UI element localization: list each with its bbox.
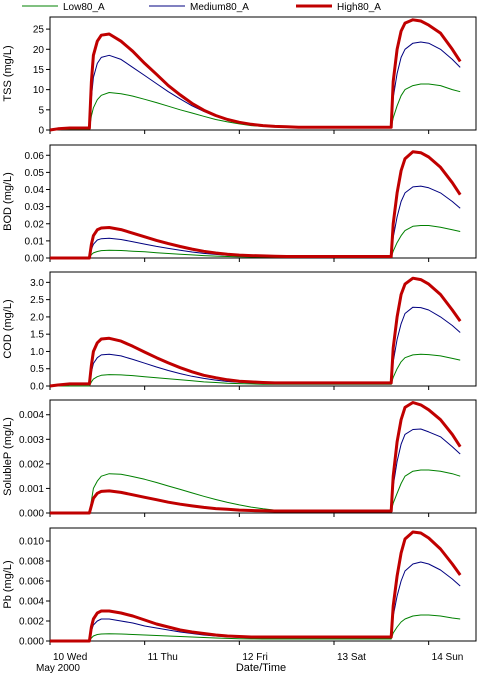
y-axis-label: Pb (mg/L) [2,560,14,608]
y-tick-label: 5 [38,105,44,116]
y-tick-label: 0.004 [19,597,44,608]
y-axis-label: TSS (mg/L) [2,45,14,101]
panel-solublep-mg-l: 0.000 0.001 0.002 0.003 0.004 SolubleP (mg/L) [2,399,477,520]
y-tick-label: 0.01 [25,236,45,247]
y-tick-label: 0 [38,126,44,137]
y-tick-label: 20 [33,45,45,56]
y-tick-label: 0.000 [19,637,44,648]
y-axis-label: SolubleP (mg/L) [2,417,14,496]
x-tick-label: 12 Fri [242,652,268,663]
x-tick-label: 14 Sun [432,652,464,663]
series-line-high80-a [49,18,462,132]
legend-label-medium80-a: Medium80_A [190,2,249,13]
y-tick-label: 0.000 [19,509,44,520]
x-tick-label: 10 Wed [53,652,87,663]
x-axis: Date/Time May 2000 10 Wed 11 Thu 12 Fri 13 … [36,652,463,674]
y-tick-label: 1.5 [30,330,44,341]
plot-frame [49,144,477,259]
x-axis-label: Date/Time [236,662,286,674]
legend: Low80_A Medium80_A High80_A [22,2,381,13]
series-line-high80-a [50,401,462,515]
y-tick-label: 0.06 [25,151,45,162]
y-tick-label: 0.02 [25,219,45,230]
x-tick-label: 11 Thu [148,652,178,663]
series-line-high80-a [50,150,462,260]
y-tick-label: 0.008 [19,557,44,568]
legend-label-high80-a: High80_A [337,2,381,13]
panel-bod-mg-l: 0.00 0.01 0.02 0.03 0.04 0.05 0.06 BOD (mg/L) [2,144,477,265]
y-axis-label: COD (mg/L) [2,299,14,358]
y-tick-label: 3.0 [30,278,44,289]
panel-pb-mg-l: 0.000 0.002 0.004 0.006 0.008 0.010 Pb (mg/L) [2,527,477,648]
series-line-high80-a [50,530,462,643]
y-tick-label: 0.5 [30,364,44,375]
y-tick-label: 2.5 [30,295,44,306]
y-tick-label: 0.04 [25,185,45,196]
y-tick-label: 0.00 [25,254,45,265]
plot-frame [49,527,477,642]
y-tick-label: 0.003 [19,435,44,446]
legend-label-low80-a: Low80_A [63,2,105,13]
plot-frame [49,271,477,387]
panel-tss-mg-l: 0 5 10 15 20 25 TSS (mg/L) [2,16,477,137]
y-tick-label: 15 [33,65,45,76]
y-tick-label: 0.0 [30,382,44,393]
plot-frame [49,399,477,514]
y-tick-label: 0.002 [19,617,44,628]
y-tick-label: 0.004 [19,410,44,421]
y-tick-label: 0.006 [19,577,44,588]
y-tick-label: 2.0 [30,312,44,323]
panel-cod-mg-l: 0.0 0.5 1.0 1.5 2.0 2.5 3.0 COD (mg/L) [2,271,477,393]
y-tick-label: 10 [33,85,45,96]
y-tick-label: 0.05 [25,168,45,179]
y-tick-label: 0.010 [19,537,44,548]
y-tick-label: 0.03 [25,202,45,213]
y-tick-label: 0.001 [19,484,44,495]
series-line-low80-a [50,353,461,387]
plot-frame [49,16,477,131]
series-line-high80-a [49,276,462,388]
y-axis-label: BOD (mg/L) [2,172,14,231]
y-tick-label: 25 [33,25,45,36]
y-tick-label: 0.002 [19,459,44,470]
x-tick-label: 13 Sat [337,652,366,663]
series-line-low80-a [50,469,461,514]
chart-panels: 0 5 10 15 20 25 TSS (mg/L) 0.00 0.01 0.02 0.03 0.04… [2,16,477,648]
x-axis-sublabel: May 2000 [36,663,80,674]
series-line-low80-a [50,614,461,642]
y-tick-label: 1.0 [30,347,44,358]
